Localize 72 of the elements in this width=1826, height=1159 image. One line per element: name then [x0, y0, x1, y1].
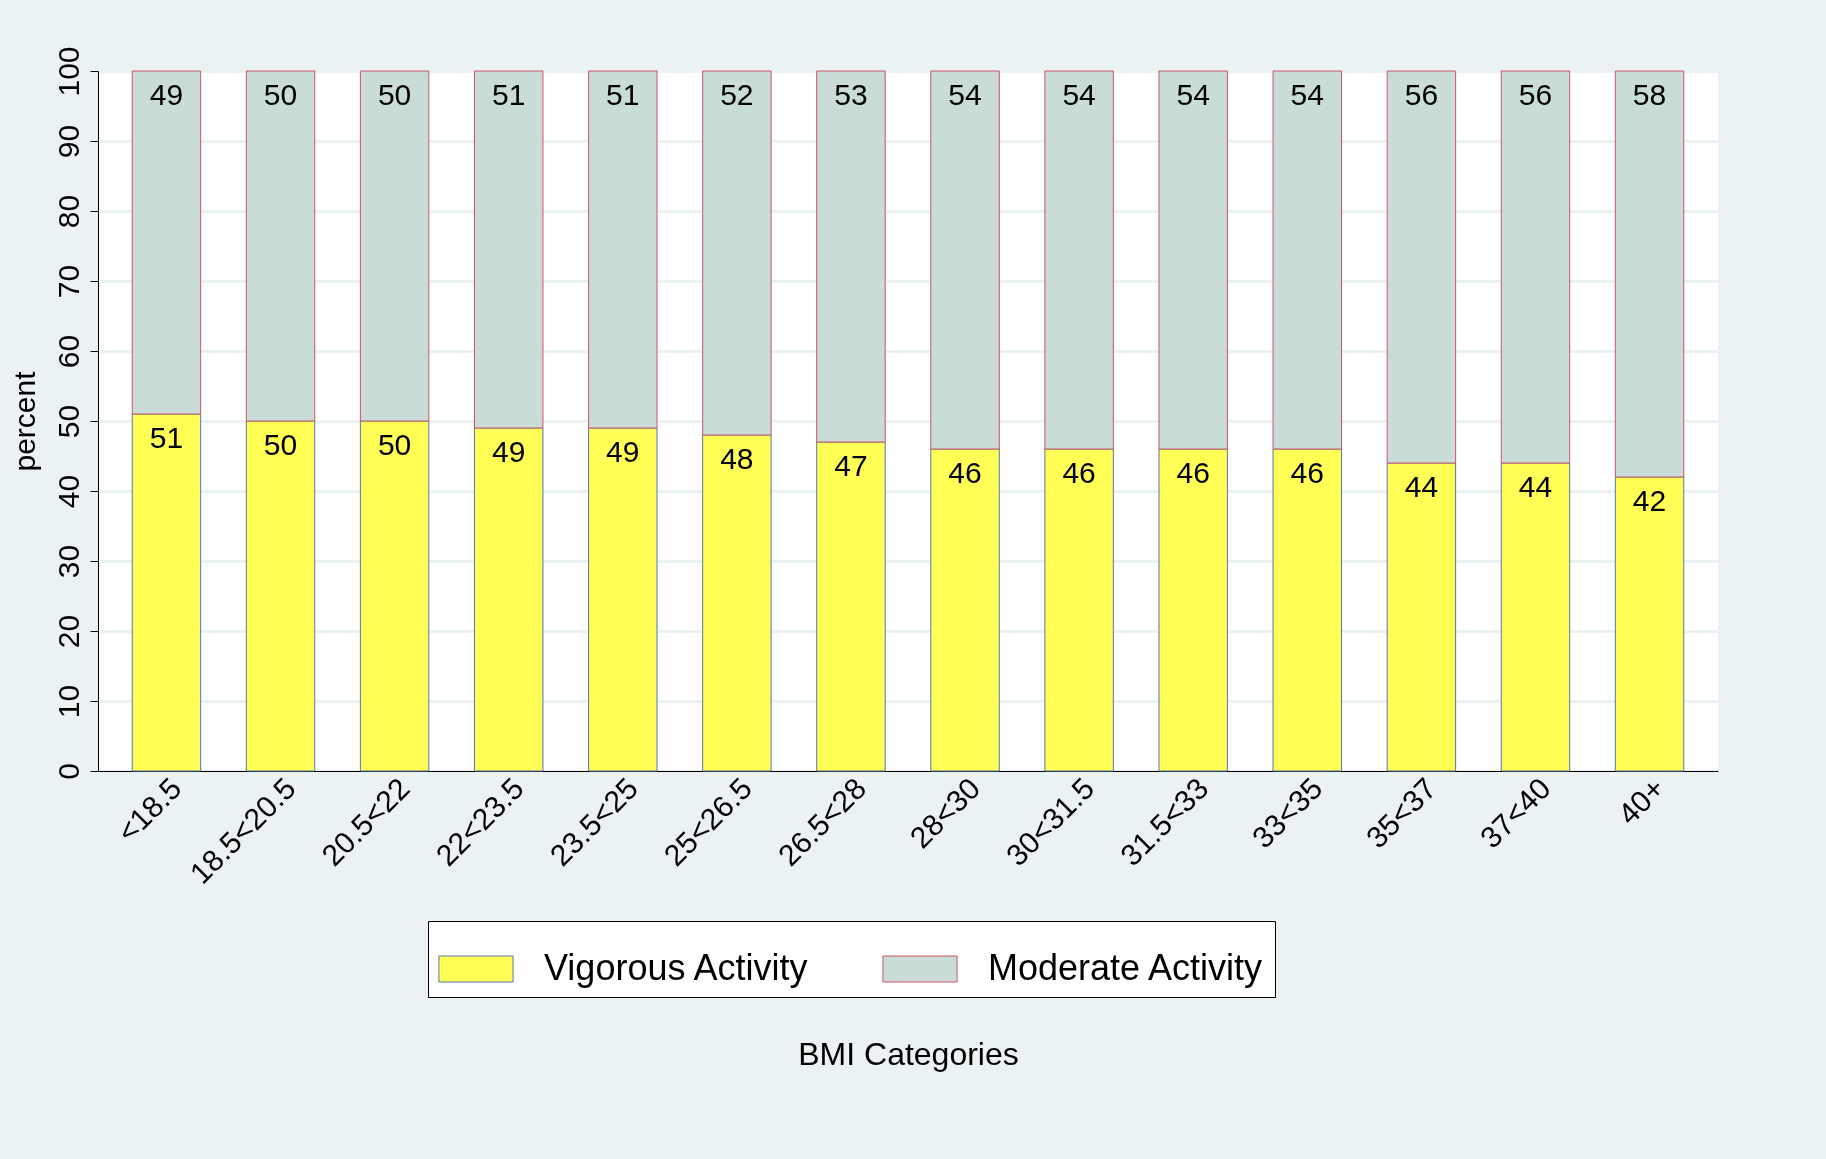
bar	[1044, 448, 1114, 772]
y-tick-label: 10	[51, 684, 85, 719]
data-label: 50	[263, 78, 298, 111]
y-axis-title: percent	[7, 370, 41, 472]
bar	[245, 420, 316, 772]
data-label: 47	[834, 449, 868, 482]
bar	[588, 70, 658, 429]
bar	[1614, 476, 1685, 772]
bar	[1272, 70, 1343, 450]
y-tick-label: 0	[51, 763, 85, 780]
bar	[359, 70, 430, 422]
data-label: 51	[149, 421, 184, 454]
data-label: 48	[720, 442, 754, 475]
x-tick-label: 40+	[1611, 771, 1671, 831]
data-label: 56	[1518, 78, 1553, 111]
data-label: 46	[948, 456, 982, 489]
y-tick-label: 60	[51, 334, 85, 369]
bar	[131, 70, 202, 415]
legend-label: Moderate Activity	[988, 947, 1263, 988]
bar	[1386, 70, 1457, 464]
data-label: 50	[263, 428, 298, 461]
data-label: 46	[1290, 456, 1324, 489]
bar	[816, 441, 886, 772]
bar	[930, 448, 1000, 772]
bar	[359, 420, 430, 772]
bar	[1500, 462, 1571, 772]
data-label: 42	[1632, 484, 1667, 517]
bar	[816, 70, 886, 443]
bar	[473, 70, 544, 429]
data-label: 50	[377, 428, 412, 461]
y-tick-label: 90	[51, 124, 85, 159]
data-label: 46	[1176, 456, 1210, 489]
data-label: 54	[948, 78, 982, 111]
bar	[1272, 448, 1343, 772]
bar	[1500, 70, 1571, 464]
data-label: 46	[1062, 456, 1096, 489]
data-label: 49	[492, 435, 526, 468]
bar	[930, 70, 1000, 450]
y-tick-label: 70	[51, 264, 85, 299]
data-label: 54	[1062, 78, 1096, 111]
y-tick-label: 30	[51, 544, 85, 579]
y-tick-label: 50	[51, 404, 85, 439]
y-tick-label: 20	[51, 614, 85, 649]
y-tick-label: 80	[51, 194, 85, 229]
data-label: 54	[1176, 78, 1210, 111]
data-label: 53	[834, 78, 868, 111]
bar	[588, 427, 658, 772]
data-label: 51	[492, 78, 526, 111]
bar	[1158, 70, 1228, 450]
y-tick-label: 100	[51, 46, 85, 97]
bar	[245, 70, 316, 422]
x-axis-title: BMI Categories	[798, 1035, 1019, 1072]
data-label: 50	[377, 78, 412, 111]
bar	[131, 413, 202, 772]
data-label: 52	[720, 78, 754, 111]
bar	[1044, 70, 1114, 450]
bar	[473, 427, 544, 772]
legend-label: Vigorous Activity	[544, 947, 808, 988]
data-label: 54	[1290, 78, 1324, 111]
data-label: 56	[1404, 78, 1439, 111]
bar	[1386, 462, 1457, 772]
data-label: 49	[606, 435, 640, 468]
data-label: 58	[1632, 78, 1667, 111]
data-label: 49	[149, 78, 184, 111]
bar	[702, 434, 772, 772]
data-label: 44	[1518, 470, 1553, 503]
bar	[1614, 70, 1685, 478]
bar	[1158, 448, 1228, 772]
y-tick-label: 40	[51, 474, 85, 509]
data-label: 51	[606, 78, 640, 111]
data-label: 44	[1404, 470, 1439, 503]
bar	[702, 70, 772, 436]
